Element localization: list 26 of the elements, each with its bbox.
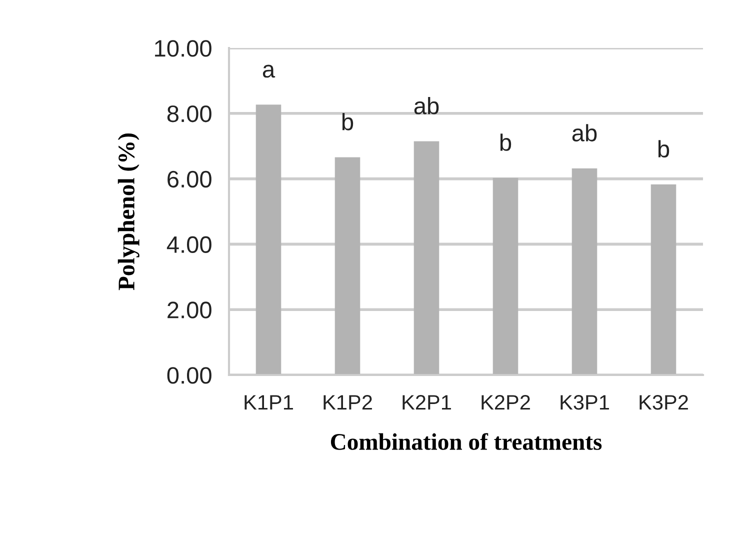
bar (256, 104, 282, 375)
y-tick-label: 8.00 (167, 105, 212, 122)
annotation: b (342, 112, 354, 130)
y-tick-label: 0.00 (167, 367, 212, 384)
x-tick-label: K1P2 (324, 394, 372, 410)
y-tick-label: 4.00 (166, 236, 212, 253)
bar (414, 141, 440, 375)
bar (572, 168, 598, 375)
annotation: ab (414, 96, 439, 114)
x-tick-label: K2P1 (402, 394, 451, 410)
annotation: a (262, 64, 276, 78)
annotation: ab (572, 124, 597, 142)
x-tick-label: K3P2 (640, 394, 688, 410)
annotation: b (658, 140, 670, 158)
x-tick-label: K3P1 (560, 394, 609, 410)
y-tick-label: 6.00 (168, 170, 212, 188)
x-axis-title: Combination of treatments (330, 433, 602, 450)
annotation: b (500, 134, 512, 151)
x-tick-label: K1P1 (244, 395, 293, 410)
bar (492, 178, 518, 375)
y-tick-label: 10.00 (155, 40, 212, 57)
x-tick-label: K2P2 (482, 394, 530, 410)
bar (334, 157, 360, 375)
bar (650, 184, 676, 375)
y-tick-label: 2.00 (168, 302, 212, 318)
y-axis-title: Polyphenol (%) (118, 134, 140, 290)
